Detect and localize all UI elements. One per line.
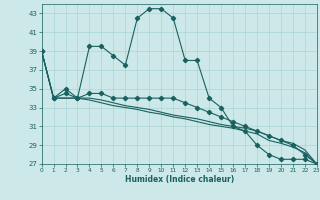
X-axis label: Humidex (Indice chaleur): Humidex (Indice chaleur) bbox=[124, 175, 234, 184]
